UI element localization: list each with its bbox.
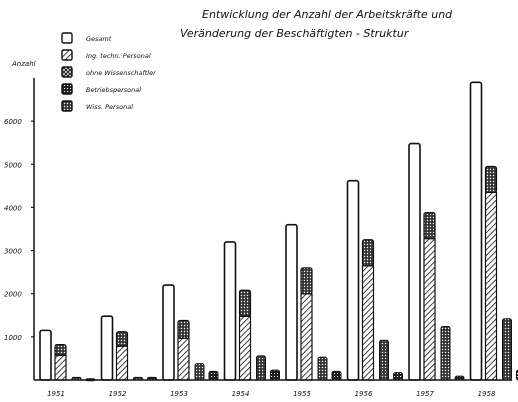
title-line-1: Entwicklung der Anzahl der Arbeitskräfte…	[202, 8, 453, 21]
bar-personnel-cap	[54, 344, 67, 356]
x-tick-label: 1953	[170, 390, 188, 398]
bar-small	[440, 326, 451, 381]
bar-total	[346, 179, 360, 381]
x-axis: 1951 1952 1953 1954 1955 1956 1957 1958	[34, 379, 512, 398]
bar-total	[285, 223, 298, 381]
y-tick-label: 1000	[4, 334, 22, 342]
bar-small	[256, 355, 266, 381]
bar-small	[393, 372, 403, 381]
bar-total	[469, 81, 483, 381]
x-tick-label: 1956	[355, 390, 373, 398]
bar-small	[270, 369, 280, 381]
bar-total	[408, 142, 421, 381]
legend-label: Betriebspersonal	[86, 86, 141, 94]
bar-personnel	[361, 265, 375, 381]
bar-personnel-cap	[177, 319, 190, 339]
bar-personnel-cap	[423, 212, 436, 240]
title-line-2: Veränderung der Beschäftigten - Struktur	[180, 27, 410, 40]
legend-label: ohne Wissenschaftler	[86, 69, 157, 77]
bar-personnel	[423, 238, 436, 381]
legend-label: Gesamt	[86, 35, 112, 43]
bar-small	[331, 370, 342, 381]
legend-label: Ing. techn. Personal	[86, 52, 151, 60]
bar-personnel	[300, 293, 313, 381]
bar-personnel-cap	[238, 289, 252, 317]
bar-total	[100, 315, 114, 381]
legend: Gesamt Ing. techn. Personal ohne Wissensch…	[61, 32, 157, 112]
bar-small	[379, 339, 389, 381]
bar-total	[223, 241, 237, 381]
bar-total	[39, 329, 52, 381]
bar-personnel	[238, 315, 252, 381]
x-tick-label: 1954	[232, 390, 250, 398]
bar-personnel-cap	[115, 331, 129, 347]
y-tick-label: 5000	[4, 161, 22, 169]
y-axis-label: Anzahl	[11, 60, 36, 68]
chart-title: Entwicklung der Anzahl der Arbeitskräfte…	[180, 8, 453, 40]
x-tick-label: 1952	[109, 390, 127, 398]
bar-small	[208, 370, 219, 381]
legend-swatch	[61, 66, 73, 78]
bar-total	[162, 284, 175, 381]
y-tick-label: 6000	[4, 118, 22, 126]
x-tick-label: 1951	[47, 390, 65, 398]
bar-personnel-cap	[484, 165, 498, 194]
x-tick-label: 1955	[293, 390, 311, 398]
bar-personnel	[115, 345, 129, 381]
legend-swatch	[61, 49, 73, 61]
y-tick-label: 2000	[4, 291, 22, 299]
y-axis: 1000 2000 3000 4000 5000 6000	[4, 78, 35, 380]
bar-small	[502, 318, 512, 381]
bar-personnel-cap	[361, 239, 375, 267]
x-tick-label: 1957	[416, 390, 434, 398]
bar-personnel	[177, 337, 190, 381]
legend-swatch	[61, 100, 73, 112]
legend-swatch	[61, 32, 73, 44]
y-tick-label: 4000	[4, 204, 22, 212]
legend-label: Wiss. Personal	[86, 103, 133, 111]
bar-personnel	[54, 354, 67, 381]
bar-small	[194, 363, 205, 381]
x-tick-label: 1958	[478, 390, 496, 398]
bars	[39, 81, 518, 382]
bar-personnel	[484, 191, 498, 381]
y-tick-label: 3000	[4, 248, 22, 256]
bar-personnel-cap	[300, 267, 313, 295]
bar-small	[317, 356, 328, 381]
legend-swatch	[61, 83, 73, 95]
